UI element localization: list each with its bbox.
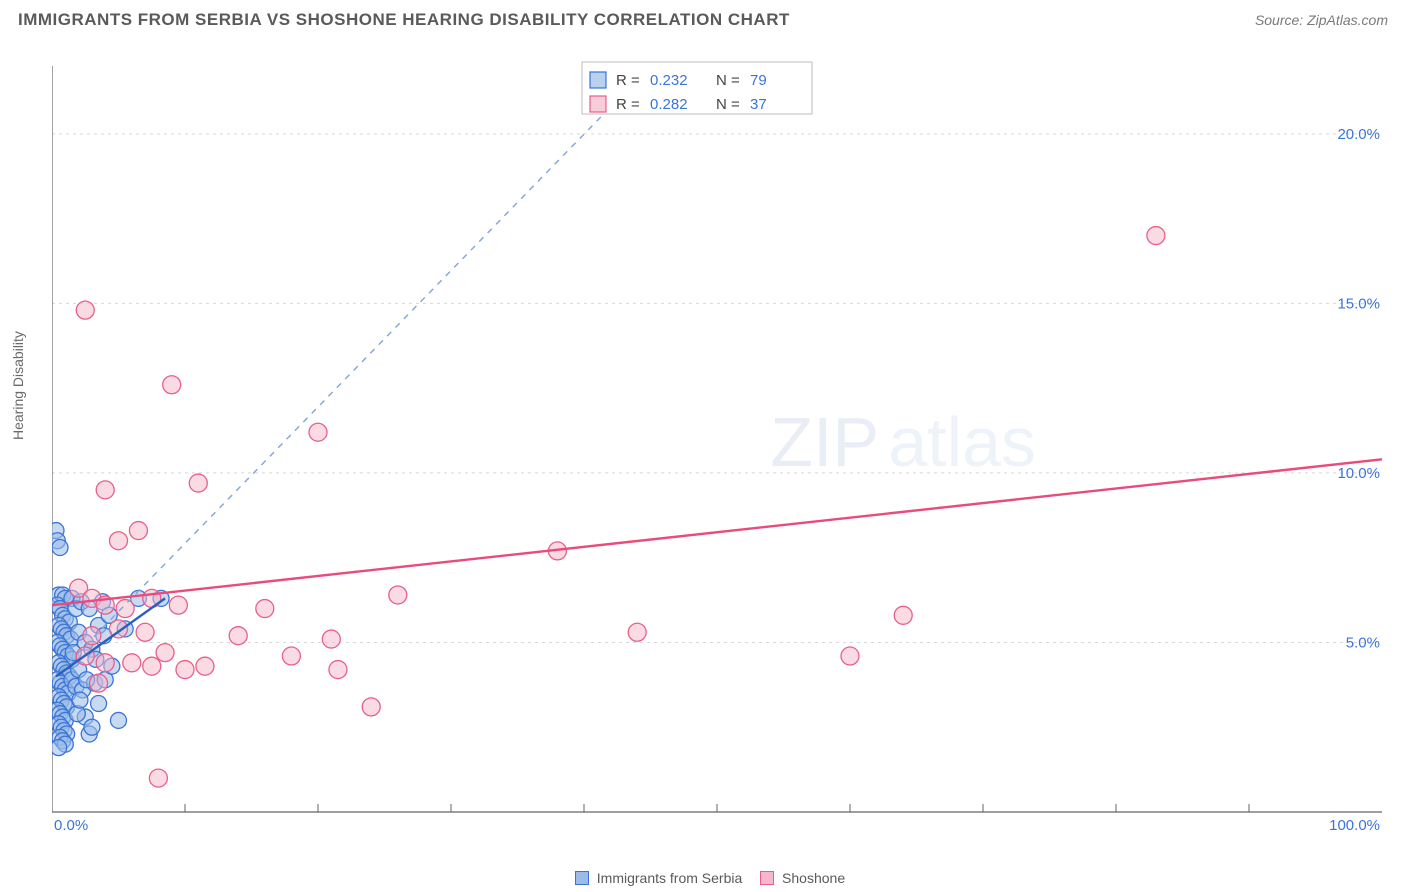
data-point bbox=[176, 661, 194, 679]
legend-label-shoshone: Shoshone bbox=[782, 870, 845, 886]
data-point bbox=[96, 654, 114, 672]
data-point bbox=[841, 647, 859, 665]
stats-n-value: 37 bbox=[750, 96, 767, 113]
data-point bbox=[90, 674, 108, 692]
data-point bbox=[149, 769, 167, 787]
guide-line bbox=[52, 66, 651, 680]
y-axis-label: Hearing Disability bbox=[10, 331, 26, 440]
stats-n-label: N = bbox=[716, 72, 740, 89]
header: IMMIGRANTS FROM SERBIA VS SHOSHONE HEARI… bbox=[0, 0, 1406, 34]
data-point bbox=[322, 630, 340, 648]
data-point bbox=[169, 596, 187, 614]
data-point bbox=[129, 522, 147, 540]
source-label: Source: ZipAtlas.com bbox=[1255, 12, 1388, 28]
stats-swatch bbox=[590, 96, 606, 112]
stats-r-label: R = bbox=[616, 96, 640, 113]
data-point bbox=[1147, 227, 1165, 245]
data-point bbox=[91, 695, 107, 711]
stats-r-value: 0.232 bbox=[650, 72, 688, 89]
legend-label-serbia: Immigrants from Serbia bbox=[597, 870, 742, 886]
data-point bbox=[83, 627, 101, 645]
y-tick-label: 10.0% bbox=[1337, 465, 1380, 482]
data-point bbox=[156, 644, 174, 662]
bottom-legend: Immigrants from Serbia Shoshone bbox=[0, 870, 1406, 886]
data-point bbox=[309, 423, 327, 441]
data-point bbox=[110, 532, 128, 550]
data-point bbox=[52, 740, 67, 756]
stats-swatch bbox=[590, 72, 606, 88]
data-point bbox=[136, 623, 154, 641]
data-point bbox=[84, 719, 100, 735]
data-point bbox=[282, 647, 300, 665]
data-point bbox=[389, 586, 407, 604]
legend-swatch-shoshone bbox=[760, 871, 774, 885]
data-point bbox=[196, 657, 214, 675]
data-point bbox=[143, 657, 161, 675]
data-point bbox=[116, 600, 134, 618]
data-point bbox=[256, 600, 274, 618]
data-point bbox=[163, 376, 181, 394]
data-point bbox=[628, 623, 646, 641]
data-point bbox=[111, 712, 127, 728]
y-tick-label: 20.0% bbox=[1337, 126, 1380, 143]
data-point bbox=[123, 654, 141, 672]
legend-swatch-serbia bbox=[575, 871, 589, 885]
chart-title: IMMIGRANTS FROM SERBIA VS SHOSHONE HEARI… bbox=[18, 10, 790, 30]
data-point bbox=[72, 692, 88, 708]
x-tick-label: 100.0% bbox=[1329, 817, 1380, 830]
data-point bbox=[52, 540, 68, 556]
x-tick-label: 0.0% bbox=[54, 817, 88, 830]
y-tick-label: 15.0% bbox=[1337, 295, 1380, 312]
scatter-chart: ZIPatlas 5.0% 10.0% 15.0% 20.0% 0.0% 100.0% R =… bbox=[52, 52, 1390, 830]
data-point bbox=[362, 698, 380, 716]
stats-n-label: N = bbox=[716, 96, 740, 113]
data-point bbox=[189, 474, 207, 492]
watermark: atlas bbox=[888, 403, 1036, 481]
stats-r-label: R = bbox=[616, 72, 640, 89]
stats-r-value: 0.282 bbox=[650, 96, 688, 113]
data-point bbox=[76, 301, 94, 319]
data-point bbox=[229, 627, 247, 645]
watermark: ZIP bbox=[770, 403, 879, 481]
data-point bbox=[329, 661, 347, 679]
data-point bbox=[96, 481, 114, 499]
y-tick-label: 5.0% bbox=[1346, 634, 1380, 651]
stats-n-value: 79 bbox=[750, 72, 767, 89]
data-point bbox=[894, 606, 912, 624]
trend-line bbox=[52, 459, 1382, 605]
chart-area: ZIPatlas 5.0% 10.0% 15.0% 20.0% 0.0% 100.0% R =… bbox=[52, 52, 1390, 830]
